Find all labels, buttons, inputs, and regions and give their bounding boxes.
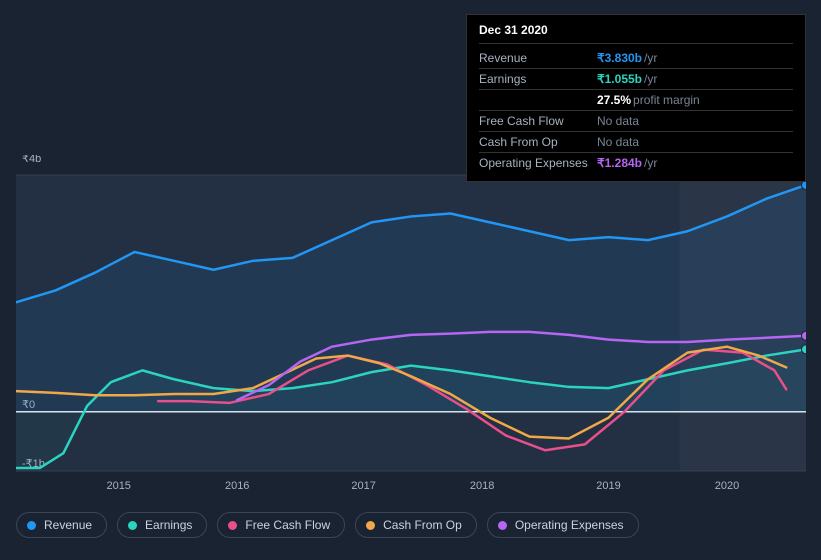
legend: Revenue Earnings Free Cash Flow Cash From O…	[16, 512, 639, 538]
svg-text:2020: 2020	[715, 480, 739, 492]
tooltip-row: Revenue₹3.830b/yr	[479, 48, 793, 69]
legend-label: Earnings	[145, 518, 192, 532]
legend-dot	[366, 521, 375, 530]
legend-label: Operating Expenses	[515, 518, 624, 532]
tooltip-row: Operating Expenses₹1.284b/yr	[479, 153, 793, 173]
tooltip-row: 27.5%profit margin	[479, 90, 793, 111]
legend-dot	[128, 521, 137, 530]
svg-text:2019: 2019	[596, 480, 620, 492]
tooltip-row-label	[479, 93, 597, 107]
tooltip-row-label: Revenue	[479, 51, 597, 65]
legend-label: Free Cash Flow	[245, 518, 330, 532]
tooltip-date: Dec 31 2020	[479, 23, 793, 44]
legend-item-free-cash-flow[interactable]: Free Cash Flow	[217, 512, 345, 538]
tooltip-row-label: Earnings	[479, 72, 597, 86]
tooltip-row: Cash From OpNo data	[479, 132, 793, 153]
svg-text:2015: 2015	[106, 480, 130, 492]
tooltip-row: Earnings₹1.055b/yr	[479, 69, 793, 90]
svg-text:₹4b: ₹4b	[22, 155, 41, 165]
legend-dot	[27, 521, 36, 530]
legend-item-revenue[interactable]: Revenue	[16, 512, 107, 538]
earnings-revenue-chart: ₹4b₹0-₹1b201520162017201820192020	[16, 155, 806, 495]
legend-item-operating-expenses[interactable]: Operating Expenses	[487, 512, 639, 538]
tooltip-row: Free Cash FlowNo data	[479, 111, 793, 132]
svg-text:2018: 2018	[470, 480, 494, 492]
legend-dot	[228, 521, 237, 530]
tooltip-row-value: No data	[597, 135, 639, 149]
tooltip-row-value: No data	[597, 114, 639, 128]
svg-text:2016: 2016	[225, 480, 249, 492]
tooltip-row-value: 27.5%profit margin	[597, 93, 700, 107]
chart-svg: ₹4b₹0-₹1b201520162017201820192020	[16, 155, 806, 495]
tooltip-row-value: ₹3.830b/yr	[597, 51, 657, 65]
tooltip-row-label: Free Cash Flow	[479, 114, 597, 128]
tooltip-row-value: ₹1.284b/yr	[597, 156, 657, 170]
legend-dot	[498, 521, 507, 530]
legend-label: Cash From Op	[383, 518, 462, 532]
tooltip-row-value: ₹1.055b/yr	[597, 72, 657, 86]
tooltip-row-label: Cash From Op	[479, 135, 597, 149]
tooltip-box: Dec 31 2020 Revenue₹3.830b/yrEarnings₹1.…	[466, 14, 806, 182]
legend-item-cash-from-op[interactable]: Cash From Op	[355, 512, 477, 538]
tooltip-row-label: Operating Expenses	[479, 156, 597, 170]
legend-item-earnings[interactable]: Earnings	[117, 512, 207, 538]
svg-text:2017: 2017	[351, 480, 375, 492]
legend-label: Revenue	[44, 518, 92, 532]
